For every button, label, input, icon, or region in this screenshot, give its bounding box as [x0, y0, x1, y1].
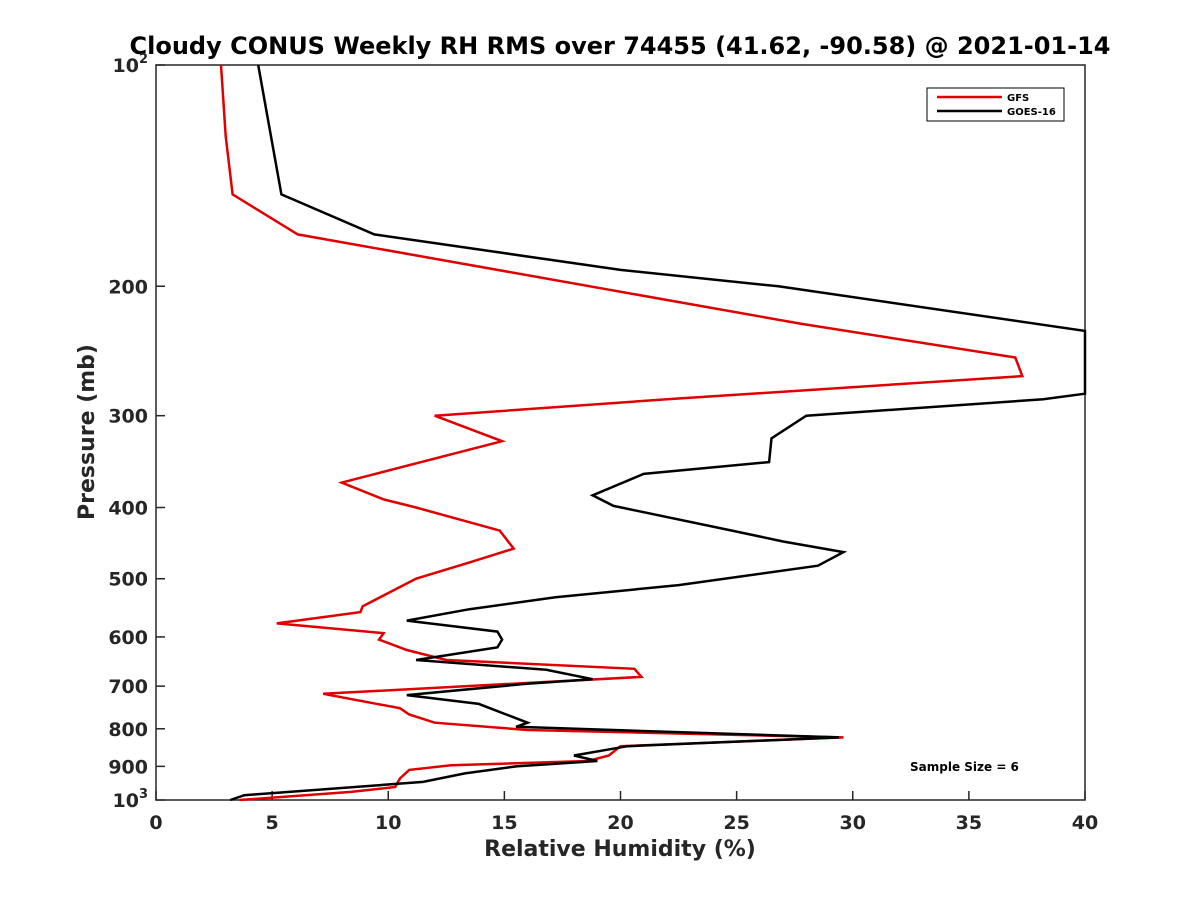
y-tick-label: 500: [108, 569, 148, 591]
x-tick-label: 25: [723, 812, 749, 834]
series-layer: [219, 64, 1087, 802]
x-tick-label: 40: [1072, 812, 1098, 834]
legend-label-gfs: GFS: [1007, 93, 1029, 104]
y-tick-label: 200: [108, 276, 148, 298]
legend-box: [926, 87, 1065, 122]
y-tick-label: 600: [108, 627, 148, 649]
chart-title: Cloudy CONUS Weekly RH RMS over 74455 (4…: [130, 32, 1111, 60]
plot-frame: [155, 64, 1086, 801]
x-axis-label: Relative Humidity (%): [484, 837, 756, 862]
x-tick-label: 20: [607, 812, 633, 834]
y-tick-label: 700: [108, 676, 148, 698]
x-tick-label: 5: [266, 812, 279, 834]
y-tick-label: 102: [113, 52, 149, 77]
x-tick-label: 15: [491, 812, 517, 834]
y-axis: 102 200 300 400 500 600 700 800 900 103: [108, 52, 165, 812]
y-axis-label: Pressure (mb): [75, 344, 100, 520]
sample-size-annotation: Sample Size = 6: [910, 760, 1019, 774]
y-tick-label: 800: [108, 719, 148, 741]
x-axis: 0 5 10 15 20 25 30 35 40: [149, 791, 1098, 834]
x-tick-label: 35: [956, 812, 982, 834]
x-tick-label: 10: [375, 812, 401, 834]
y-tick-label: 300: [108, 406, 148, 428]
legend: GFS GOES-16: [926, 87, 1065, 122]
y-tick-label: 103: [113, 787, 149, 812]
x-tick-label: 0: [149, 812, 162, 834]
series-line-gfs: [219, 64, 1025, 802]
series-line-goes16: [229, 64, 1087, 802]
y-tick-label: 400: [108, 498, 148, 520]
x-tick-label: 30: [840, 812, 866, 834]
legend-label-goes16: GOES-16: [1007, 107, 1056, 118]
y-tick-label: 900: [108, 756, 148, 778]
